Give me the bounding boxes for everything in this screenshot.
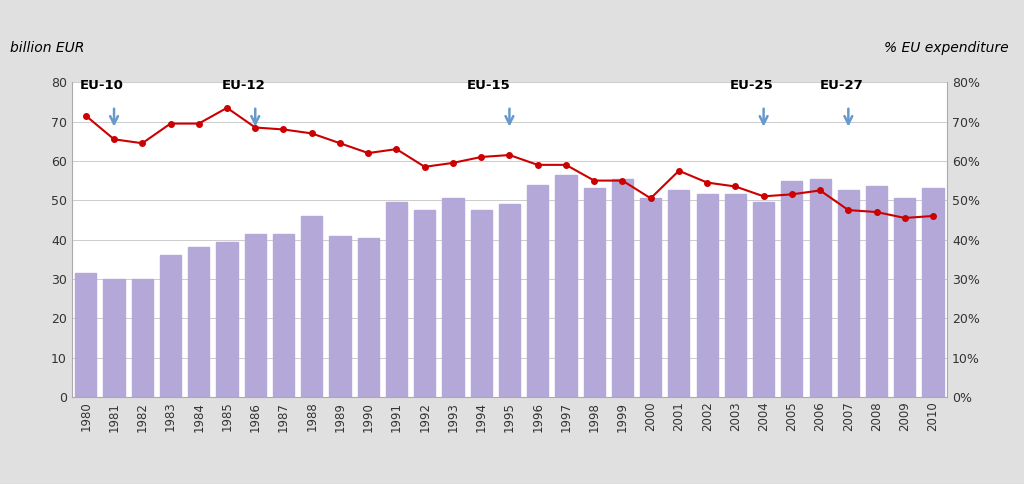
Text: EU-15: EU-15 — [467, 79, 511, 92]
Bar — [75, 273, 96, 397]
Bar — [245, 234, 266, 397]
Bar — [894, 198, 915, 397]
Bar — [669, 190, 689, 397]
Bar — [923, 188, 944, 397]
Text: EU-27: EU-27 — [820, 79, 864, 92]
Bar — [273, 234, 294, 397]
Text: EU-12: EU-12 — [221, 79, 265, 92]
Bar — [499, 204, 520, 397]
Bar — [838, 190, 859, 397]
Bar — [555, 175, 577, 397]
Bar — [188, 247, 209, 397]
Bar — [696, 195, 718, 397]
Bar — [330, 236, 350, 397]
Bar — [216, 242, 238, 397]
Text: EU-25: EU-25 — [730, 79, 773, 92]
Bar — [611, 179, 633, 397]
Bar — [753, 202, 774, 397]
Bar — [584, 188, 605, 397]
Bar — [866, 186, 887, 397]
Bar — [781, 181, 803, 397]
Bar — [103, 279, 125, 397]
Bar — [357, 238, 379, 397]
Bar — [160, 256, 181, 397]
Bar — [414, 210, 435, 397]
Bar — [386, 202, 408, 397]
Bar — [132, 279, 153, 397]
Text: EU-10: EU-10 — [80, 79, 124, 92]
Bar — [810, 179, 830, 397]
Bar — [725, 195, 745, 397]
Bar — [640, 198, 662, 397]
Bar — [301, 216, 323, 397]
Bar — [442, 198, 464, 397]
Text: % EU expenditure: % EU expenditure — [884, 42, 1009, 55]
Text: billion EUR: billion EUR — [10, 42, 85, 55]
Bar — [527, 184, 548, 397]
Bar — [471, 210, 492, 397]
